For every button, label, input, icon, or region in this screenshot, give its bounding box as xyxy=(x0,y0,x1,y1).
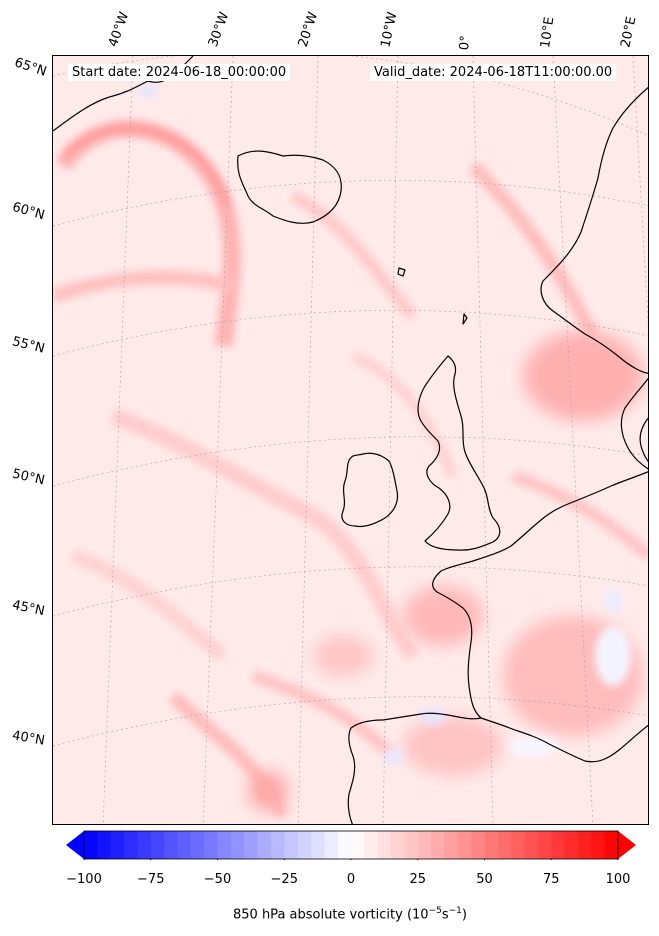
lon-label-0: 0° xyxy=(457,34,474,51)
coast-iceland xyxy=(237,150,342,224)
colorbar-tick-label: 0 xyxy=(346,872,356,887)
colorbar-cell xyxy=(484,831,499,859)
colorbar-tick-label: 50 xyxy=(476,872,493,887)
coast-norway xyxy=(540,86,648,375)
colorbar-cell xyxy=(270,831,285,859)
coast-faroe xyxy=(397,267,406,277)
colorbar-label: 850 hPa absolute vorticity (10−5s−1) xyxy=(233,906,467,923)
colorbar-cell xyxy=(511,831,526,859)
colorbar-tick-marks xyxy=(83,859,619,860)
lon-label-10w: 10°W xyxy=(378,10,401,49)
coast-mediterranean xyxy=(480,717,648,763)
map-canvas xyxy=(53,56,648,824)
colorbar-cell xyxy=(471,831,485,859)
colorbar-cell xyxy=(110,831,125,859)
colorbar-cell xyxy=(391,831,405,859)
colorbar-tick-label: −50 xyxy=(203,872,232,887)
colorbar-cell xyxy=(137,831,152,859)
lat-label-65n: 65°N xyxy=(12,55,49,80)
colorbar-cell xyxy=(190,831,205,859)
colorbar-cell xyxy=(351,831,365,859)
colorbar-cell xyxy=(150,831,165,859)
colorbar-cell xyxy=(537,831,552,859)
coast-ireland xyxy=(341,452,399,528)
colorbar-max-extend xyxy=(618,831,636,859)
coast-shetland xyxy=(462,313,468,325)
colorbar-cell xyxy=(84,831,98,859)
colorbar-cell xyxy=(404,831,419,859)
colorbar-cell xyxy=(257,831,272,859)
colorbar-cell xyxy=(204,831,218,859)
coastlines xyxy=(53,56,648,824)
colorbar-cell xyxy=(417,831,432,859)
colorbar-min-extend xyxy=(66,831,84,859)
colorbar-cell xyxy=(457,831,472,859)
coast-great-britain xyxy=(417,355,501,551)
colorbar-cell xyxy=(217,831,232,859)
lat-label-50n: 50°N xyxy=(10,466,47,489)
colorbar-cell xyxy=(124,831,138,859)
colorbar-tick-label: −100 xyxy=(66,872,102,887)
lon-label-20e: 20°E xyxy=(618,15,640,50)
start-date-label: Start date: 2024-06-18_00:00:00 xyxy=(68,64,291,81)
vorticity-bands xyxy=(53,119,648,820)
negative-vorticity-spots xyxy=(138,85,631,764)
lat-label-60n: 60°N xyxy=(10,199,47,224)
colorbar-cell xyxy=(591,831,606,859)
graticule xyxy=(53,56,648,824)
vorticity-map xyxy=(52,55,649,825)
colorbar-cell xyxy=(551,831,566,859)
colorbar-cell xyxy=(431,831,445,859)
lon-label-30w: 30°W xyxy=(205,10,233,49)
coast-iberia xyxy=(347,712,482,824)
coast-france xyxy=(432,519,542,719)
colorbar-cell xyxy=(564,831,579,859)
colorbar-cell xyxy=(244,831,259,859)
colorbar-cell xyxy=(604,831,619,859)
coast-sweden xyxy=(639,417,648,463)
colorbar xyxy=(66,830,636,860)
colorbar-cell xyxy=(337,831,352,859)
coast-denmark xyxy=(620,377,648,470)
colorbar-tick-label: 75 xyxy=(542,872,560,887)
lat-label-55n: 55°N xyxy=(10,334,47,357)
lat-label-45n: 45°N xyxy=(10,597,46,620)
colorbar-cell xyxy=(284,831,299,859)
colorbar-cells xyxy=(84,831,619,859)
colorbar-cell xyxy=(164,831,178,859)
colorbar-cell xyxy=(364,831,379,859)
colorbar-tick-label: 100 xyxy=(605,872,631,887)
colorbar-tick-label: −75 xyxy=(137,872,165,887)
colorbar-tick-label: −25 xyxy=(270,872,298,887)
colorbar-cell xyxy=(177,831,192,859)
lon-label-10e: 10°E xyxy=(538,15,558,49)
colorbar-tick-label: 25 xyxy=(409,872,427,887)
colorbar-cell xyxy=(524,831,539,859)
lat-label-40n: 40°N xyxy=(10,728,46,749)
colorbar-cell xyxy=(497,831,512,859)
lon-label-40w: 40°W xyxy=(105,10,133,49)
colorbar-cell xyxy=(297,831,312,859)
lon-label-20w: 20°W xyxy=(295,10,322,49)
colorbar-cell xyxy=(577,831,592,859)
colorbar-cell xyxy=(230,831,245,859)
colorbar-cell xyxy=(97,831,112,859)
colorbar-cell xyxy=(377,831,392,859)
valid-date-label: Valid_date: 2024-06-18T11:00:00.00 xyxy=(370,64,617,81)
colorbar-cell xyxy=(444,831,459,859)
colorbar-cell xyxy=(324,831,339,859)
colorbar-cell xyxy=(310,831,325,859)
coast-north-sea xyxy=(540,471,648,521)
